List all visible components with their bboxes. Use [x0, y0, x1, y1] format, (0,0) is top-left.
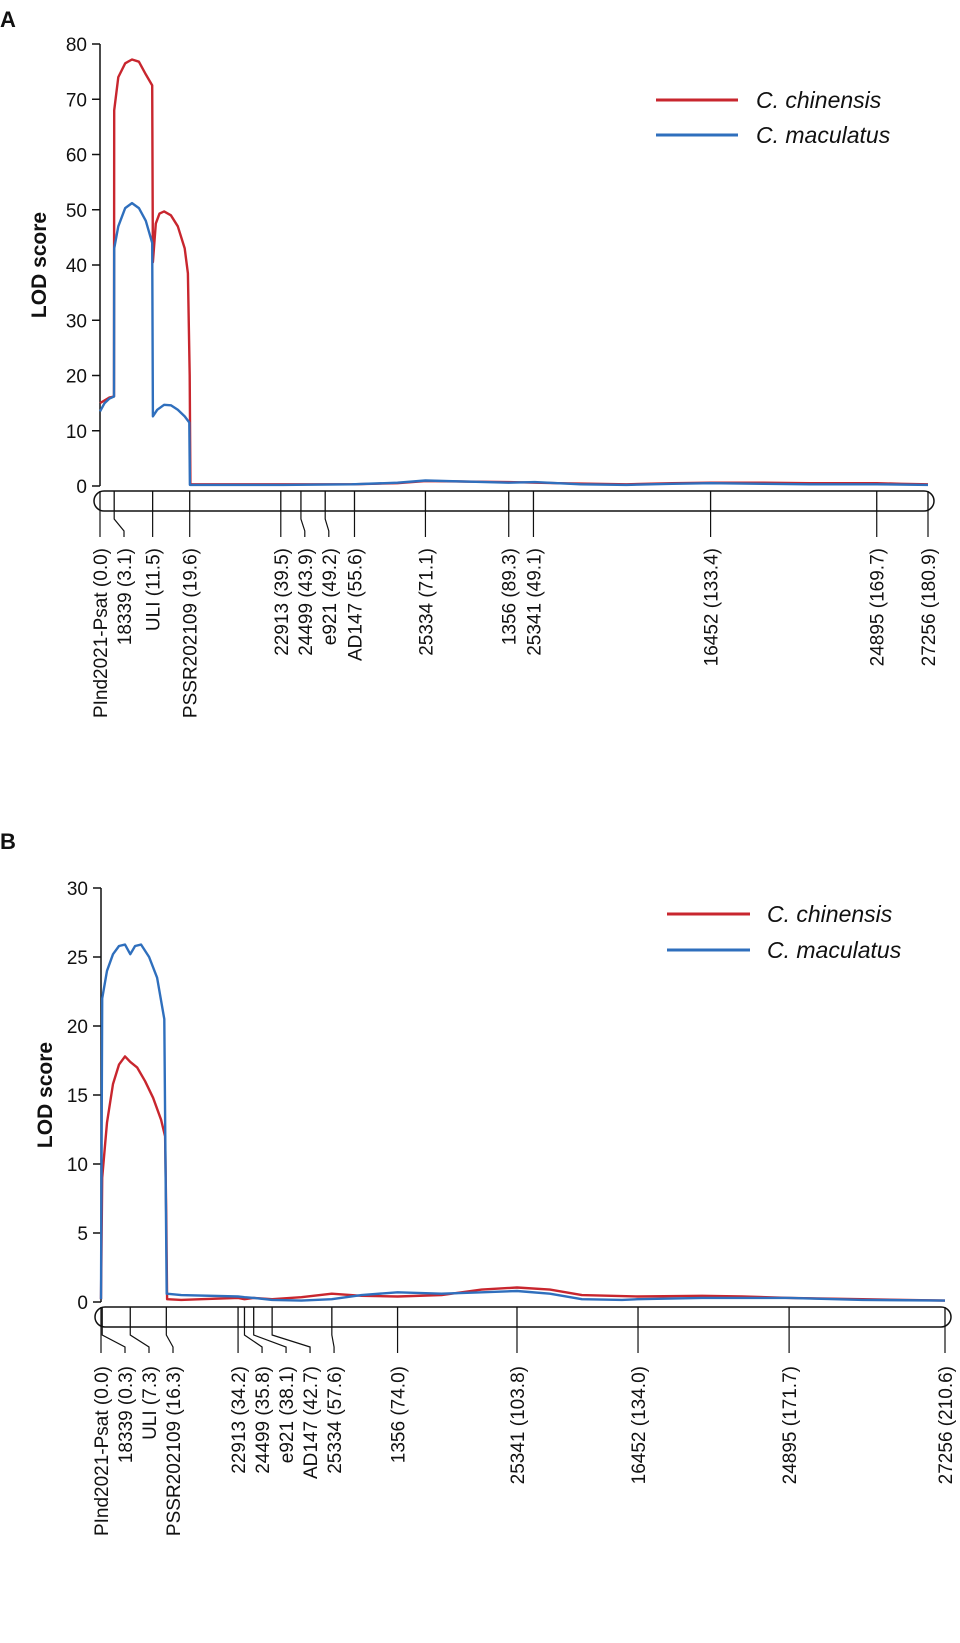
- marker-label: 24499 (43.9): [296, 548, 317, 656]
- marker-leader: [129, 1327, 150, 1353]
- y-tick-label: 10: [67, 1155, 88, 1176]
- marker-label: PInd2021-Psat (0.0): [91, 548, 112, 718]
- y-axis-label: LOD score: [28, 212, 51, 318]
- series-line-maculatus: [99, 943, 946, 1302]
- marker-leader: [243, 1327, 263, 1353]
- marker-leader: [324, 511, 330, 537]
- marker-label: 18339 (3.1): [115, 548, 136, 645]
- legend-label: C. maculatus: [767, 937, 902, 963]
- marker-leader: [101, 1327, 126, 1353]
- y-tick-label: 40: [66, 256, 87, 277]
- marker-leader: [271, 1327, 311, 1353]
- y-tick-label: 10: [66, 422, 87, 443]
- marker-label: AD147 (55.6): [345, 548, 366, 661]
- marker-leader: [165, 1327, 174, 1353]
- marker-label: e921 (49.2): [320, 548, 341, 645]
- marker-leader: [300, 511, 306, 537]
- marker-label: 25334 (57.6): [325, 1366, 346, 1474]
- marker-label: 24895 (169.7): [868, 548, 889, 666]
- panel-b: B 0 5 10 15 20 25 30 LOD score C. chinensis C. mac…: [0, 829, 957, 1536]
- y-axis-label: LOD score: [34, 1042, 57, 1148]
- y-tick-label: 20: [66, 367, 87, 388]
- marker-label: ULI (7.3): [140, 1366, 161, 1440]
- y-tick-label: 60: [66, 146, 87, 167]
- marker-leader: [253, 1327, 287, 1353]
- series-line-chinensis: [99, 1055, 946, 1302]
- marker-label: 25334 (71.1): [416, 548, 437, 656]
- y-tick-label: 0: [77, 1293, 88, 1314]
- marker-label: 25341 (103.8): [508, 1366, 529, 1484]
- y-tick-label: 5: [77, 1224, 88, 1245]
- series-line-maculatus: [98, 201, 929, 487]
- marker-label: 18339 (0.3): [116, 1366, 137, 1463]
- marker-label: 24895 (171.7): [780, 1366, 801, 1484]
- y-tick-label: 20: [67, 1017, 88, 1038]
- marker-label: 22913 (34.2): [229, 1366, 250, 1474]
- marker-label: AD147 (42.7): [301, 1366, 322, 1479]
- marker-label: 1356 (74.0): [389, 1366, 410, 1463]
- marker-label: 1356 (89.3): [500, 548, 521, 645]
- marker-label: 27256 (180.9): [919, 548, 940, 666]
- y-tick-label: 70: [66, 90, 87, 111]
- y-tick-label: 0: [76, 477, 87, 498]
- marker-label: PInd2021-Psat (0.0): [92, 1366, 113, 1536]
- panel-letter: B: [0, 829, 16, 854]
- y-tick-label: 80: [66, 35, 87, 56]
- y-tick-label: 30: [66, 311, 87, 332]
- legend-label: C. chinensis: [767, 901, 893, 927]
- marker-label: 24499 (35.8): [253, 1366, 274, 1474]
- marker-label: e921 (38.1): [277, 1366, 298, 1463]
- y-tick-label: 15: [67, 1086, 88, 1107]
- marker-label: PSSR202109 (19.6): [181, 548, 202, 718]
- marker-label: 16452 (133.4): [702, 548, 723, 666]
- chromosome-bar: [93, 490, 935, 512]
- marker-label: 25341 (49.1): [524, 548, 545, 656]
- marker-label: 22913 (39.5): [272, 548, 293, 656]
- legend-label: C. chinensis: [756, 87, 882, 113]
- y-tick-label: 50: [66, 201, 87, 222]
- marker-leader: [331, 1327, 335, 1353]
- y-tick-label: 30: [67, 879, 88, 900]
- marker-label: ULI (11.5): [144, 548, 165, 631]
- chromosome-bar: [94, 1306, 952, 1328]
- y-tick-label: 25: [67, 948, 88, 969]
- marker-label: PSSR202109 (16.3): [164, 1366, 185, 1536]
- panel-letter: A: [0, 7, 16, 32]
- marker-label: 16452 (134.0): [629, 1366, 650, 1484]
- marker-label: 27256 (210.6): [936, 1366, 957, 1484]
- marker-leader: [113, 511, 125, 537]
- panel-a: A 0 10 20 30 40 50 60 70 80 LOD score C. chinensis C…: [0, 7, 940, 718]
- legend-label: C. maculatus: [756, 122, 891, 148]
